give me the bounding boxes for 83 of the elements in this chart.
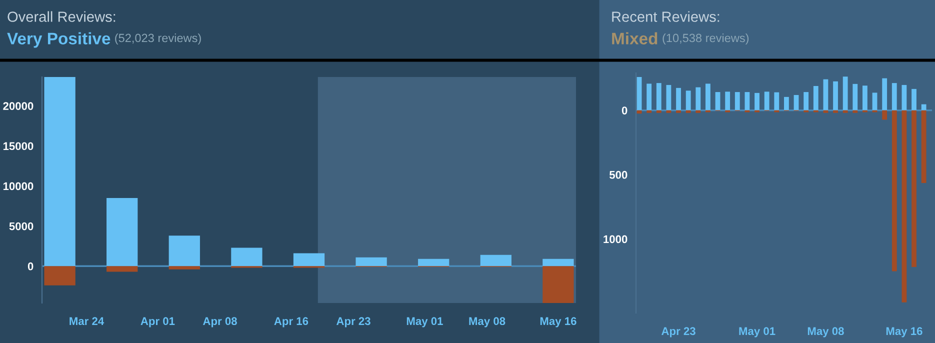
bar [842, 110, 848, 113]
bar [794, 95, 799, 110]
bar [696, 87, 701, 110]
bar [823, 110, 828, 113]
bar [542, 266, 574, 303]
bar [852, 84, 858, 110]
bar [882, 78, 888, 110]
x-tick-label: May 01 [739, 327, 776, 338]
bar [823, 79, 828, 110]
bar [293, 253, 325, 266]
bar [646, 84, 652, 110]
bar [646, 110, 652, 113]
bar [686, 110, 691, 113]
bar [754, 92, 760, 110]
y-tick-label: 15000 [3, 142, 34, 150]
y-tick-label: 5000 [9, 222, 34, 230]
bar [168, 236, 200, 266]
bar [656, 83, 662, 110]
x-tick-label: Apr 23 [336, 317, 370, 328]
bar [168, 266, 200, 270]
bar [106, 198, 138, 266]
bar [44, 266, 76, 286]
bar [921, 110, 926, 184]
x-tick-label: May 01 [406, 317, 443, 328]
bar [676, 88, 681, 110]
bar [912, 110, 916, 268]
bar [892, 83, 897, 110]
bar [44, 77, 76, 266]
y-tick-label: 500 [609, 170, 628, 179]
bar [480, 254, 512, 266]
bar [804, 92, 809, 110]
bar [744, 92, 750, 110]
y-tick-label: 0 [622, 106, 628, 114]
bar [106, 266, 138, 272]
chart-subtitle: Mixed [612, 32, 658, 44]
bar [764, 92, 770, 110]
bar [715, 92, 720, 110]
bar [686, 90, 691, 110]
bar [842, 76, 848, 110]
bar [862, 86, 868, 110]
bar [833, 81, 838, 110]
bar [356, 257, 387, 266]
x-tick-label: Mar 24 [70, 317, 104, 326]
bar [666, 84, 672, 110]
x-tick-label: Apr 23 [662, 327, 696, 338]
bar [852, 110, 858, 113]
x-tick-label: Apr 08 [202, 317, 237, 328]
bar [418, 258, 450, 266]
bar [636, 76, 642, 110]
x-tick-label: May 16 [886, 327, 922, 338]
bar [882, 110, 888, 120]
bar [696, 110, 701, 113]
bar [542, 258, 574, 266]
bar [676, 110, 681, 113]
bar [902, 84, 907, 110]
bar [813, 86, 818, 110]
chart-subtitle: Very Positive [7, 32, 110, 48]
x-tick-label: May 08 [808, 327, 844, 338]
x-tick-label: Apr 16 [274, 317, 308, 328]
bar [774, 92, 780, 110]
y-tick-label: 20000 [3, 102, 34, 110]
y-tick-label: 0 [28, 262, 34, 270]
bar [872, 92, 878, 110]
chart-title: Recent Reviews: [612, 11, 720, 22]
y-tick-label: 1000 [604, 235, 628, 244]
x-tick-label: May 16 [540, 317, 576, 328]
bar [706, 84, 710, 110]
bar [833, 110, 838, 113]
bar [656, 110, 662, 113]
bar [725, 92, 730, 110]
bar [921, 104, 926, 110]
bar [892, 110, 897, 272]
text: (52,023 reviews) [115, 34, 201, 44]
bar [912, 88, 916, 110]
chart-title: Overall Reviews: [8, 11, 116, 22]
bar [734, 92, 740, 110]
x-tick-label: Apr 01 [140, 317, 175, 328]
bar [902, 110, 907, 302]
y-tick-label: 10000 [3, 182, 34, 190]
text: (10,538 reviews) [662, 34, 749, 44]
bar [784, 96, 789, 110]
bar [231, 248, 262, 266]
x-tick-label: May 08 [469, 317, 506, 328]
